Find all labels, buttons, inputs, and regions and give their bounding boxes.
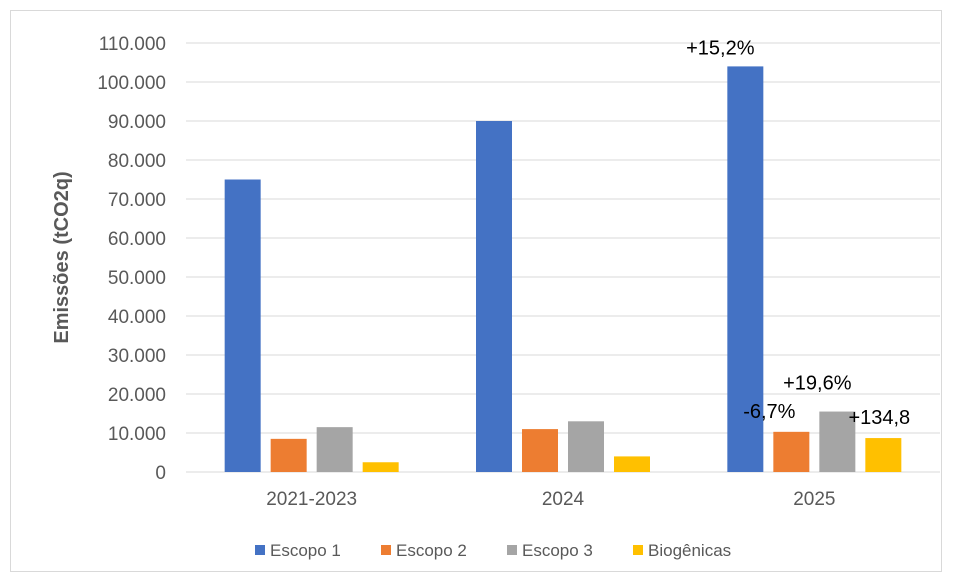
y-axis-title: Emissões (tCO2q) <box>51 171 73 343</box>
x-tick-label: 2021-2023 <box>266 489 357 510</box>
legend-swatch <box>507 545 517 555</box>
y-tick-label: 30.000 <box>108 346 166 367</box>
y-tick-label: 90.000 <box>108 112 166 133</box>
x-tick-label: 2025 <box>793 489 835 510</box>
bar <box>522 429 558 472</box>
bar <box>865 438 902 472</box>
data-label: +134,8 <box>848 407 910 429</box>
y-tick-label: 40.000 <box>108 307 166 328</box>
legend-label: Biogênicas <box>648 541 731 560</box>
data-label: -6,7% <box>743 401 795 423</box>
y-tick-label: 20.000 <box>108 385 166 406</box>
bar <box>773 431 810 472</box>
bar <box>224 179 261 472</box>
legend-swatch <box>633 545 643 555</box>
y-tick-label: 100.000 <box>97 73 166 94</box>
bar <box>270 438 307 472</box>
data-label: +19,6% <box>783 373 852 395</box>
legend-label: Escopo 1 <box>270 541 341 560</box>
y-tick-label: 0 <box>155 463 166 484</box>
y-tick-label: 10.000 <box>108 424 166 445</box>
x-tick-label: 2024 <box>542 489 585 510</box>
data-label: +15,2% <box>686 37 755 59</box>
y-tick-label: 110.000 <box>99 34 166 55</box>
bar <box>476 121 512 472</box>
bar <box>316 427 353 472</box>
legend-label: Escopo 3 <box>522 541 593 560</box>
y-tick-label: 50.000 <box>108 268 166 289</box>
legend-swatch <box>255 545 265 555</box>
bar <box>819 411 856 472</box>
legend-swatch <box>381 545 391 555</box>
bar <box>614 456 650 472</box>
bar <box>362 462 399 472</box>
y-tick-label: 80.000 <box>108 151 166 172</box>
y-tick-label: 60.000 <box>108 229 166 250</box>
bar <box>727 66 764 473</box>
legend-label: Escopo 2 <box>396 541 467 560</box>
bar <box>568 421 604 472</box>
y-tick-label: 70.000 <box>108 190 166 211</box>
